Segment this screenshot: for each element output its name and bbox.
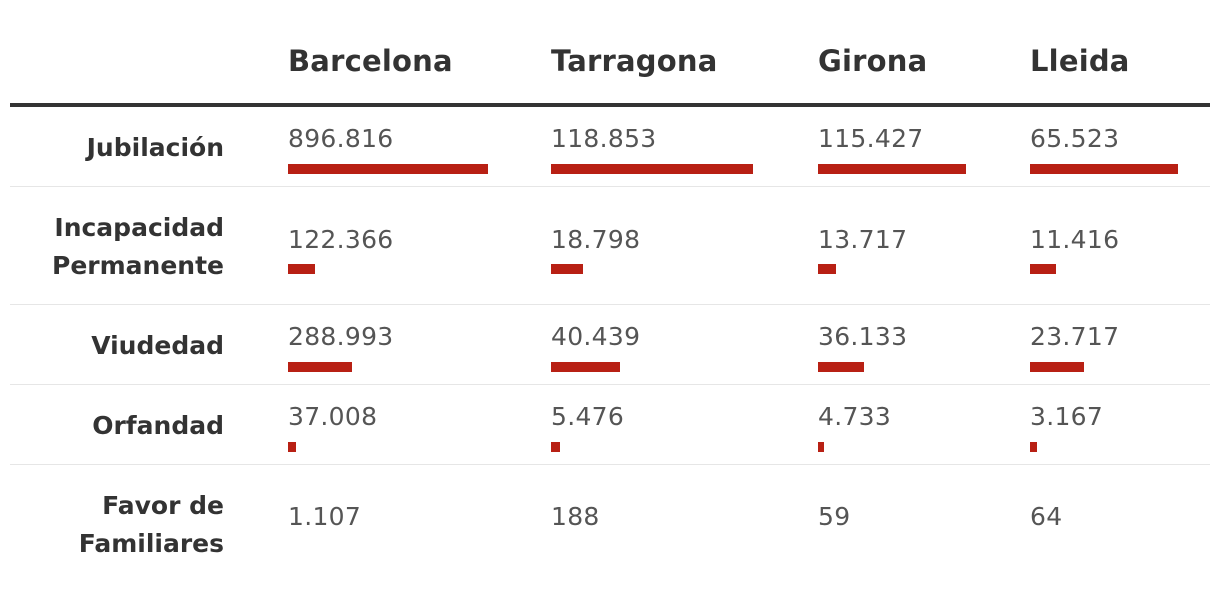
value-bar bbox=[551, 264, 583, 274]
table-cell: 288.993 bbox=[288, 322, 393, 352]
table-cell: 118.853 bbox=[551, 124, 656, 154]
table-cell: 11.416 bbox=[1030, 225, 1119, 255]
table-cell: 1.107 bbox=[288, 502, 361, 532]
cell-value: 5.476 bbox=[551, 402, 625, 431]
value-bar bbox=[818, 442, 824, 452]
value-bar bbox=[818, 164, 966, 174]
cell-value: 18.798 bbox=[551, 225, 641, 254]
value-bar bbox=[1030, 442, 1037, 452]
column-header-lleida: Lleida bbox=[1030, 44, 1130, 78]
row-divider bbox=[10, 384, 1210, 385]
table-cell: 40.439 bbox=[551, 322, 640, 352]
cell-value: 23.717 bbox=[1030, 322, 1120, 351]
column-header-girona: Girona bbox=[818, 44, 928, 78]
cell-value: 11.416 bbox=[1030, 225, 1120, 254]
cell-value: 36.133 bbox=[818, 322, 908, 351]
table-cell: 4.733 bbox=[818, 402, 891, 432]
value-bar bbox=[551, 442, 560, 452]
cell-value: 288.993 bbox=[288, 322, 394, 351]
row-divider bbox=[10, 186, 1210, 187]
cell-value: 1.107 bbox=[288, 502, 362, 531]
row-label-orfandad: Orfandad bbox=[92, 411, 224, 440]
value-bar bbox=[551, 164, 753, 174]
value-bar bbox=[1030, 362, 1084, 372]
table-cell: 59 bbox=[818, 502, 850, 532]
cell-value: 896.816 bbox=[288, 124, 394, 153]
cell-value: 4.733 bbox=[818, 402, 892, 431]
value-bar bbox=[288, 264, 315, 274]
table-cell: 188 bbox=[551, 502, 600, 532]
cell-value: 37.008 bbox=[288, 402, 378, 431]
value-bar bbox=[288, 164, 488, 174]
cell-value: 40.439 bbox=[551, 322, 641, 351]
table-cell: 36.133 bbox=[818, 322, 907, 352]
row-divider bbox=[10, 304, 1210, 305]
table-cell: 37.008 bbox=[288, 402, 377, 432]
cell-value: 65.523 bbox=[1030, 124, 1120, 153]
row-label-jubilacion: Jubilación bbox=[86, 133, 224, 162]
column-header-barcelona: Barcelona bbox=[288, 44, 453, 78]
cell-value: 118.853 bbox=[551, 124, 657, 153]
value-bar bbox=[288, 442, 296, 452]
table-cell: 115.427 bbox=[818, 124, 923, 154]
cell-value: 122.366 bbox=[288, 225, 394, 254]
cell-value: 115.427 bbox=[818, 124, 924, 153]
table-cell: 3.167 bbox=[1030, 402, 1103, 432]
table-cell: 64 bbox=[1030, 502, 1062, 532]
row-divider bbox=[10, 464, 1210, 465]
value-bar bbox=[818, 362, 864, 372]
value-bar bbox=[818, 264, 836, 274]
value-bar bbox=[1030, 164, 1178, 174]
table-cell: 896.816 bbox=[288, 124, 393, 154]
value-bar bbox=[288, 362, 352, 372]
cell-value: 3.167 bbox=[1030, 402, 1104, 431]
table-cell: 65.523 bbox=[1030, 124, 1119, 154]
cell-value: 13.717 bbox=[818, 225, 908, 254]
table-cell: 122.366 bbox=[288, 225, 393, 255]
value-bar bbox=[1030, 264, 1056, 274]
data-table: Barcelona Tarragona Girona Lleida Jubilación… bbox=[10, 0, 1210, 592]
table-cell: 5.476 bbox=[551, 402, 624, 432]
table-cell: 23.717 bbox=[1030, 322, 1119, 352]
row-label-viudedad: Viudedad bbox=[91, 331, 224, 360]
row-label-incapacidad-permanente: Incapacidad Permanente bbox=[52, 213, 224, 280]
column-header-tarragona: Tarragona bbox=[551, 44, 718, 78]
cell-value: 59 bbox=[818, 502, 851, 531]
cell-value: 188 bbox=[551, 502, 600, 531]
header-divider bbox=[10, 103, 1210, 107]
table-cell: 18.798 bbox=[551, 225, 640, 255]
cell-value: 64 bbox=[1030, 502, 1063, 531]
row-label-favor-de-familiares: Favor de Familiares bbox=[78, 491, 224, 558]
value-bar bbox=[551, 362, 620, 372]
table-cell: 13.717 bbox=[818, 225, 907, 255]
